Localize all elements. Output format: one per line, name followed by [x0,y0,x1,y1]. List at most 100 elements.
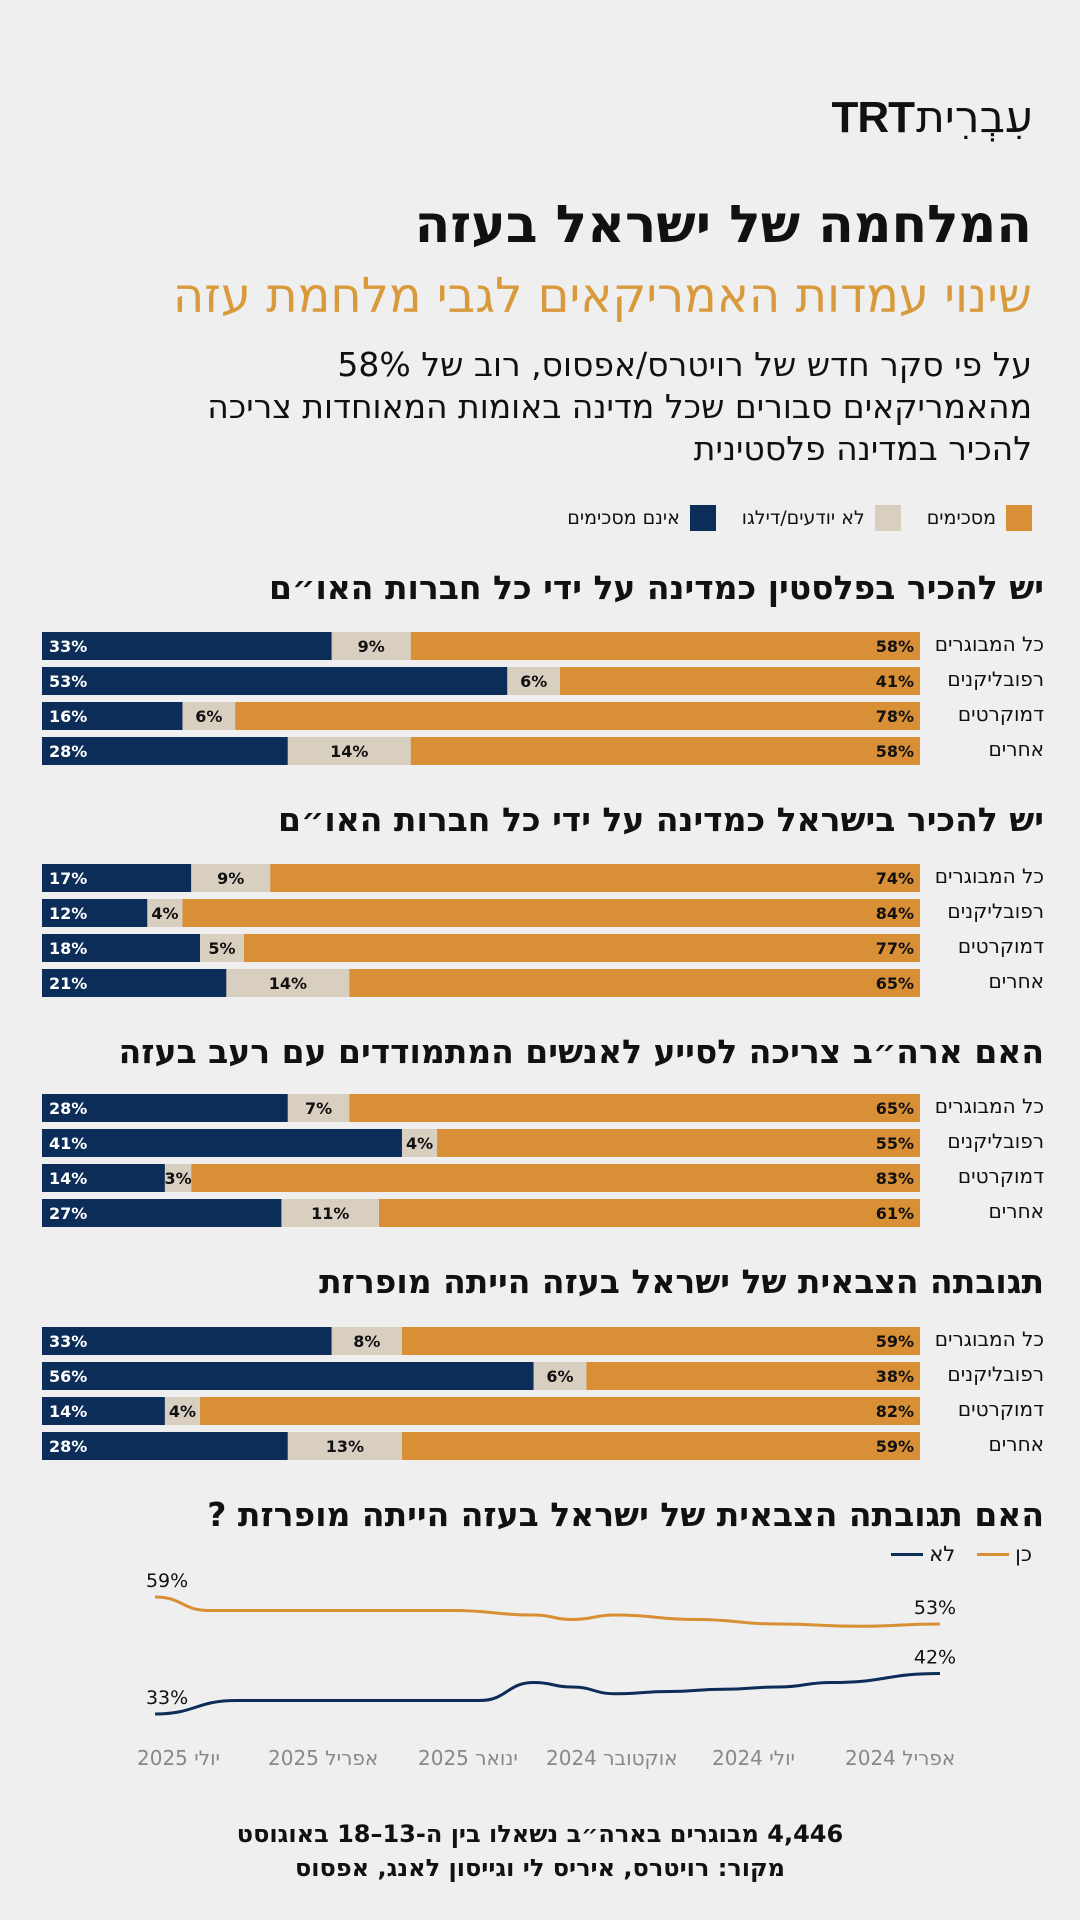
row-label: דמוקרטים [957,1397,1044,1421]
bar-unknown [331,632,411,660]
bar-disagree [42,1432,288,1460]
bar-agree-label: 82% [876,1402,914,1421]
bar-disagree [42,969,227,997]
stacked-bar-row: 33% 8% 59% [42,1327,920,1355]
bar-agree-label: 77% [876,939,914,958]
bar-agree [200,1397,920,1425]
bar-agree [270,864,920,892]
bar-unknown-label: 14% [330,742,368,761]
section-title-israel: יש להכיר בישראל כמדינה על ידי כל חברות ה… [278,800,1044,839]
bar-unknown-label: 14% [269,974,307,993]
bar-disagree-label: 12% [49,904,87,923]
bar-agree-label: 59% [876,1437,914,1456]
trt-logo: TRT עִבְרִית [831,92,1033,143]
bar-unknown [331,1327,402,1355]
line-legend-no-swatch [891,1552,924,1556]
section-title-military-response: תגובתה הצבאית של ישראל בעזה הייתה מופרזת [319,1262,1044,1301]
row-label: אחרים [988,1432,1044,1456]
bar-agree [401,1432,920,1460]
bar-unknown [287,737,411,765]
bar-unknown-label: 3% [165,1169,192,1188]
bar-unknown [226,969,350,997]
bar-agree-label: 83% [876,1169,914,1188]
legend-disagree: אינם מסכימים [567,505,716,531]
row-label: רפובליקנים [947,1129,1044,1153]
bar-unknown-label: 4% [151,904,178,923]
legend: מסכימים לא יודעים/דילגו אינם מסכימים [541,505,1032,531]
bar-unknown-label: 9% [358,637,385,656]
section-title-hunger-aid: האם ארה״ב צריכה לסייע לאנשים המתמודדים ע… [118,1032,1044,1071]
row-label: רפובליקנים [947,1362,1044,1386]
line-yes-end-label: 59% [146,1570,188,1592]
logo-hebrew: עִבְרִית [915,92,1033,143]
stacked-bar-row: 12% 4% 84% [42,899,920,927]
bar-agree [235,702,920,730]
line-no-end-label: 33% [146,1687,188,1709]
line-chart-title: האם תגובתה הצבאית של ישראל בעזה הייתה מו… [207,1495,1044,1534]
stacked-bar-row: 16% 6% 78% [42,702,920,730]
bar-unknown [401,1129,438,1157]
x-tick: יולי 2024 [712,1746,796,1770]
bar-unknown [182,702,236,730]
stacked-bar-row: 53% 6% 41% [42,667,920,695]
stacked-bar-row: 28% 13% 59% [42,1432,920,1460]
footer-source: מקור: רויטרס, איריס לי וגייסון לאנג, אפס… [294,1854,786,1882]
legend-agree-swatch [1006,505,1032,531]
bar-agree-label: 78% [876,707,914,726]
stacked-bar-row: 41% 4% 55% [42,1129,920,1157]
line-legend-no-label: לא [929,1542,956,1566]
line-no-start-label: 42% [914,1647,956,1669]
legend-agree: מסכימים [927,505,1032,531]
bar-agree [182,899,920,927]
bar-disagree-label: 21% [49,974,87,993]
stacked-bar-row: 56% 6% 38% [42,1362,920,1390]
line-legend-yes-label: כן [1015,1542,1032,1566]
bar-unknown-label: 13% [326,1437,364,1456]
line-legend-yes-swatch [977,1552,1010,1556]
footer-sample-note: 4,446 מבוגרים בארה״ב נשאלו בין ה-13–18 ב… [236,1820,844,1848]
bar-agree-label: 41% [876,672,914,691]
bar-agree [243,934,920,962]
row-label: כל המבוגרים [934,864,1044,888]
x-tick: אפריל 2024 [845,1746,956,1770]
intro-text: על פי סקר חדש של רויטרס/אפסוס, רוב של 58… [207,345,1032,468]
bar-agree [410,737,920,765]
bar-agree [349,1094,920,1122]
line-legend-no: לא [891,1542,955,1566]
bar-agree [560,667,920,695]
stacked-bar-row: 14% 4% 82% [42,1397,920,1425]
row-label: כל המבוגרים [934,632,1044,656]
bar-unknown-label: 6% [520,672,547,691]
bar-unknown [533,1362,587,1390]
bar-disagree-label: 17% [49,869,87,888]
row-label: כל המבוגרים [934,1327,1044,1351]
bar-agree-label: 84% [876,904,914,923]
bar-unknown-label: 4% [169,1402,196,1421]
bar-disagree-label: 16% [49,707,87,726]
bar-agree [379,1199,920,1227]
bar-disagree-label: 28% [49,1437,87,1456]
bar-disagree-label: 56% [49,1367,87,1386]
bar-disagree [42,1327,332,1355]
bar-disagree [42,864,192,892]
bar-disagree-label: 33% [49,1332,87,1351]
stacked-bar-row: 14% 3% 83% [42,1164,920,1192]
legend-disagree-swatch [689,505,716,531]
stacked-bar-row: 21% 14% 65% [42,969,920,997]
section-title-palestine: יש להכיר בפלסטין כמדינה על ידי כל חברות … [269,568,1044,607]
row-label: כל המבוגרים [934,1094,1044,1118]
bar-agree [410,632,920,660]
line-no [155,1672,941,1716]
bar-agree [437,1129,920,1157]
line-chart: 53% 59% 42% 33% [146,1570,956,1716]
bar-disagree-label: 33% [49,637,87,656]
bar-unknown-label: 5% [208,939,235,958]
row-label: דמוקרטים [957,1164,1044,1188]
row-label: רפובליקנים [947,667,1044,691]
bar-agree-label: 61% [876,1204,914,1223]
bar-unknown-label: 6% [195,707,222,726]
bar-unknown-label: 4% [406,1134,433,1153]
line-yes [155,1595,941,1628]
line-legend: כן לא [869,1542,1032,1566]
legend-agree-label: מסכימים [926,507,996,529]
